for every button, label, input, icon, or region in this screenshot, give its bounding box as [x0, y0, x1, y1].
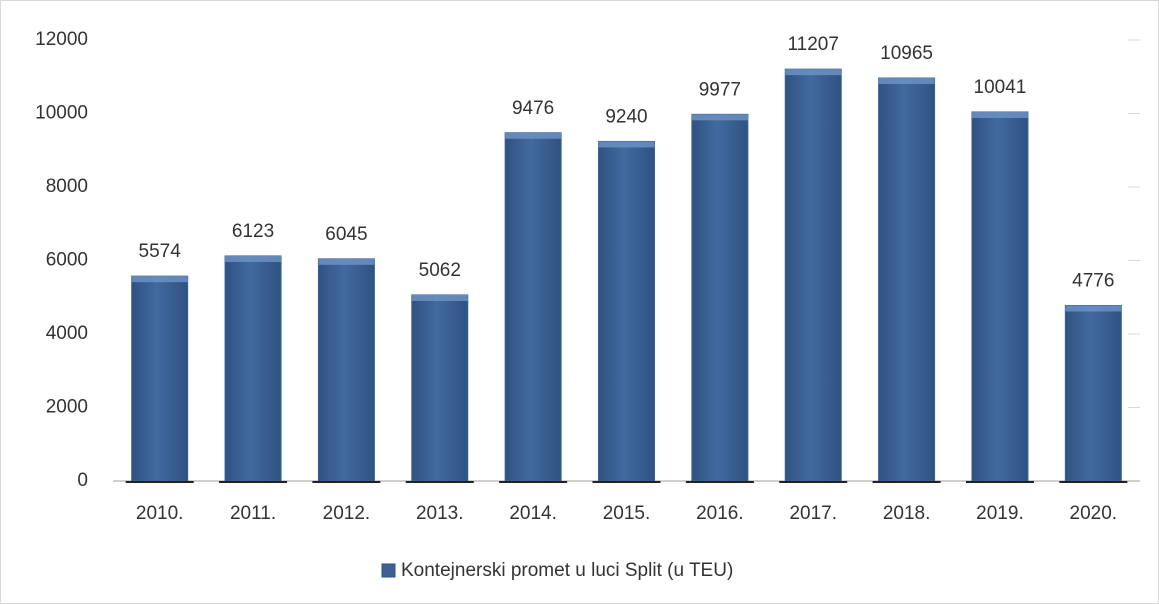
bar: [224, 255, 282, 482]
bar: [971, 111, 1029, 482]
legend-swatch: [381, 563, 396, 578]
x-tick-label: 2013.: [416, 503, 464, 524]
bar: [411, 294, 469, 482]
bar-top: [505, 132, 562, 139]
y-tick-label: 2000: [46, 397, 88, 418]
bar: [317, 258, 375, 482]
value-label: 4776: [1072, 270, 1114, 291]
value-label: 9240: [605, 106, 647, 127]
y-tick-label: 0: [77, 470, 88, 491]
bar: [1064, 304, 1122, 482]
legend-label: Kontejnerski promet u luci Split (u TEU): [401, 560, 733, 581]
x-tick-label: 2019.: [976, 503, 1024, 524]
x-tick-label: 2010.: [136, 503, 184, 524]
y-tick-label: 6000: [46, 250, 88, 271]
value-label: 11207: [788, 34, 839, 55]
bar: [598, 140, 655, 482]
bar: [784, 68, 842, 482]
x-tick-label: 2017.: [789, 503, 837, 524]
x-tick-label: 2012.: [323, 503, 371, 524]
x-tick-label: 2016.: [696, 503, 744, 524]
bar-top: [878, 78, 935, 85]
x-tick-label: 2018.: [883, 503, 931, 524]
y-tick-label: 10000: [35, 103, 88, 124]
value-label: 6123: [232, 221, 274, 242]
y-tick-label: 8000: [46, 176, 88, 197]
bar-top: [131, 276, 188, 283]
bar-top: [1065, 305, 1122, 312]
bar: [691, 113, 749, 482]
value-label: 9977: [699, 79, 741, 100]
bar: [131, 275, 189, 482]
bar-top: [691, 114, 748, 121]
x-tick-label: 2020.: [1070, 503, 1118, 524]
value-label: 9476: [512, 98, 554, 119]
y-tick-label: 12000: [35, 29, 88, 50]
bar-top: [318, 258, 375, 265]
x-tick-label: 2015.: [603, 503, 651, 524]
bar-top: [971, 111, 1028, 118]
value-label: 6045: [325, 224, 367, 245]
bar: [878, 77, 936, 482]
x-tick-label: 2011.: [230, 503, 276, 524]
bar-top: [411, 294, 468, 301]
bar: [504, 132, 562, 482]
x-tick-label: 2014.: [509, 503, 557, 524]
value-label: 10041: [974, 77, 1027, 98]
bar-top: [598, 141, 655, 148]
value-label: 5062: [419, 260, 461, 281]
bar-top: [785, 69, 842, 76]
bar-top: [225, 255, 282, 262]
y-tick-label: 4000: [46, 323, 88, 344]
value-label: 5574: [139, 241, 182, 262]
value-label: 10965: [880, 43, 933, 64]
